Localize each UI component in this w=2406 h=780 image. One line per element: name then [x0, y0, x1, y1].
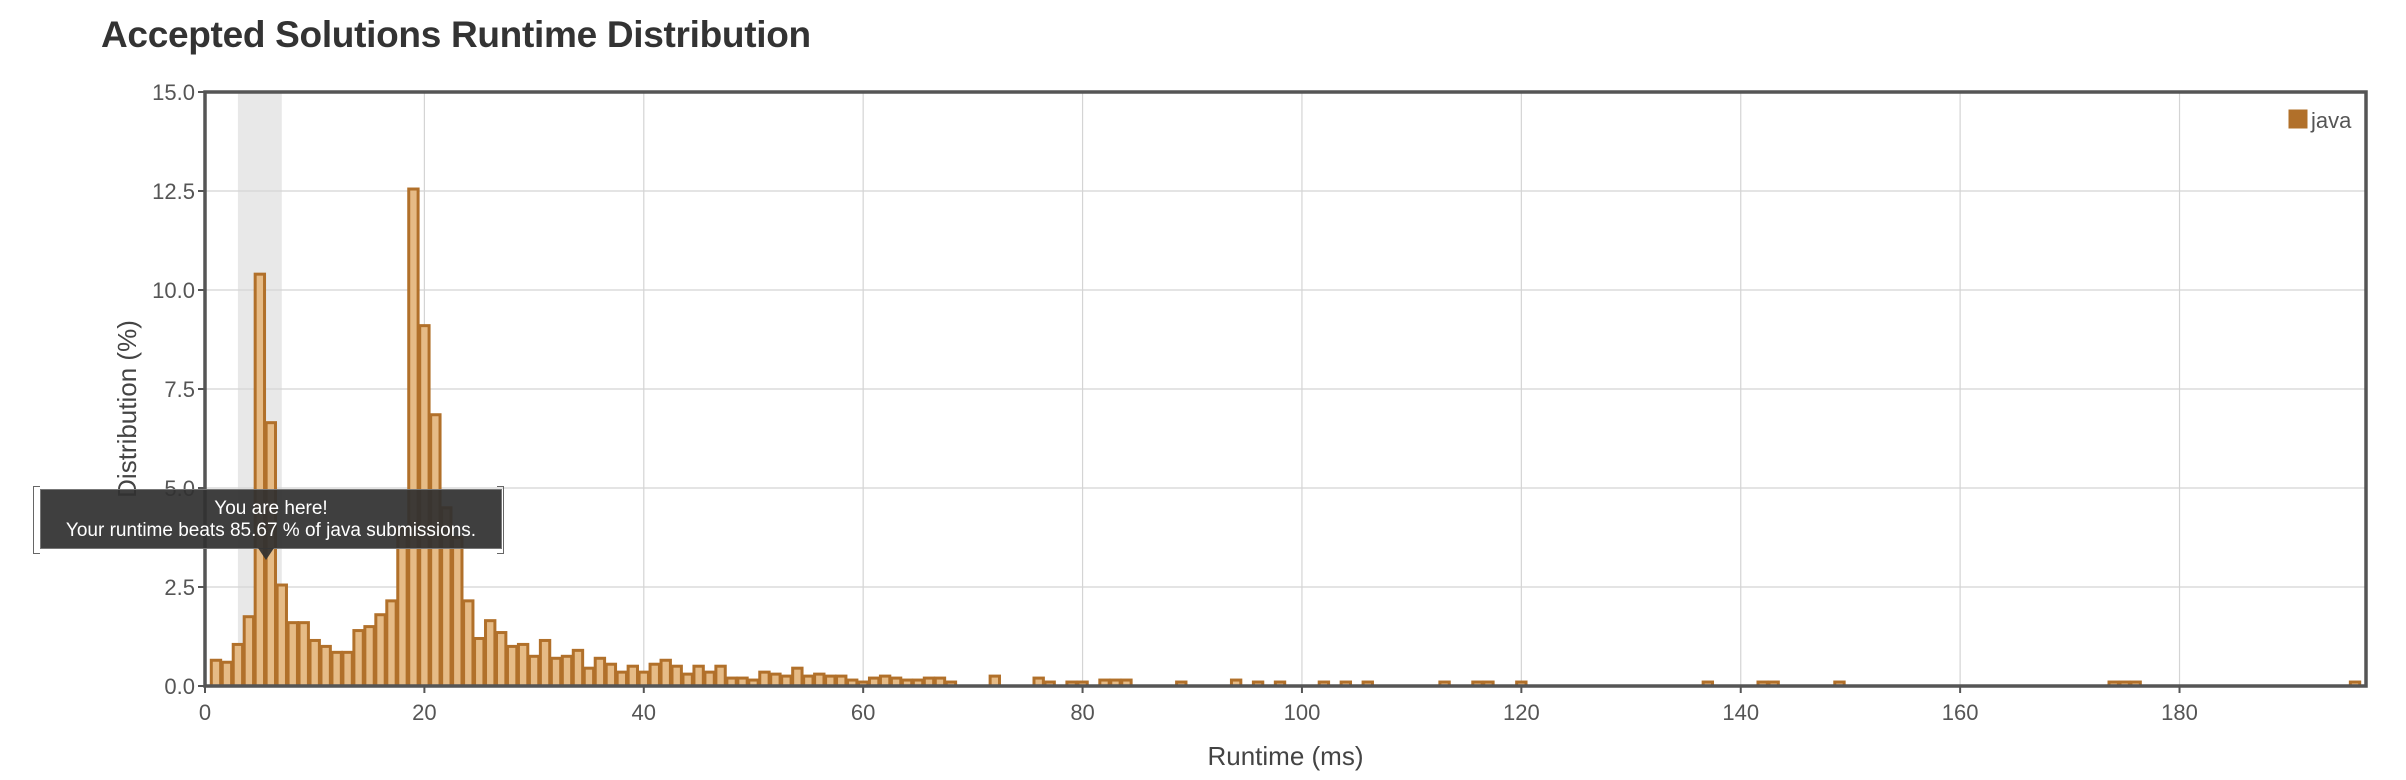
- legend-label-java: java: [2310, 108, 2352, 133]
- histogram-bar[interactable]: [538, 638, 552, 688]
- histogram-bar[interactable]: [330, 650, 343, 688]
- histogram-bar[interactable]: [462, 599, 475, 688]
- page-title: Accepted Solutions Runtime Distribution: [101, 14, 811, 55]
- histogram-bar[interactable]: [791, 666, 804, 688]
- histogram-bar[interactable]: [308, 638, 321, 688]
- grid-lines: [204, 91, 2366, 687]
- histogram-bar[interactable]: [813, 672, 826, 688]
- x-tick-label: 40: [632, 700, 656, 725]
- legend[interactable]: java: [2287, 108, 2352, 133]
- histogram-bar[interactable]: [593, 656, 607, 688]
- x-tick-label: 180: [2161, 700, 2198, 725]
- x-tick-label: 100: [1284, 700, 1321, 725]
- histogram-bar[interactable]: [209, 658, 223, 688]
- histogram-bar[interactable]: [429, 413, 442, 688]
- histogram-bar[interactable]: [703, 670, 716, 688]
- histogram-bar[interactable]: [604, 662, 618, 688]
- tooltip-bracket-left: [33, 486, 40, 554]
- histogram-bar[interactable]: [527, 654, 541, 688]
- histogram-bar[interactable]: [692, 664, 705, 688]
- y-axis-label: Distribution (%): [112, 320, 142, 498]
- histogram-bar[interactable]: [242, 615, 256, 688]
- histogram-bar[interactable]: [571, 648, 585, 688]
- y-tick-label: 15.0: [152, 80, 195, 105]
- histogram-bar[interactable]: [549, 656, 563, 688]
- x-tick-label: 120: [1503, 700, 1540, 725]
- x-axis-label: Runtime (ms): [1207, 741, 1363, 771]
- histogram-bar[interactable]: [451, 536, 464, 688]
- histogram-bar[interactable]: [363, 625, 376, 688]
- histogram-bar[interactable]: [681, 672, 694, 688]
- y-tick-label: 2.5: [164, 575, 195, 600]
- histogram-bar[interactable]: [494, 631, 508, 688]
- x-tick-label: 140: [1722, 700, 1759, 725]
- histogram-bar[interactable]: [374, 613, 387, 688]
- histogram-bar[interactable]: [297, 621, 310, 688]
- histogram-bar[interactable]: [231, 642, 245, 688]
- histogram-bar[interactable]: [758, 670, 771, 688]
- y-tick-label: 10.0: [152, 278, 195, 303]
- x-tick-label: 0: [199, 700, 211, 725]
- histogram-bar[interactable]: [659, 658, 672, 688]
- histogram-bar[interactable]: [352, 629, 365, 688]
- histogram-bar[interactable]: [648, 662, 661, 688]
- tooltip-bracket-right: [497, 486, 504, 554]
- histogram-bar[interactable]: [341, 650, 354, 688]
- you-are-here-tooltip: You are here! Your runtime beats 85.67 %…: [40, 489, 502, 560]
- histogram-bar[interactable]: [637, 670, 650, 688]
- x-tick-label: 20: [412, 700, 436, 725]
- histogram-bar[interactable]: [505, 644, 519, 688]
- histogram-bar[interactable]: [407, 187, 420, 688]
- x-tick-label: 160: [1942, 700, 1979, 725]
- legend-swatch-java: [2287, 108, 2309, 130]
- y-tick-label: 0.0: [164, 674, 195, 699]
- y-tick-label: 12.5: [152, 179, 195, 204]
- histogram-bar[interactable]: [516, 642, 530, 688]
- bars[interactable]: [209, 187, 2362, 688]
- y-axis-ticks: 0.02.55.07.510.012.515.0: [152, 80, 205, 699]
- histogram-bar[interactable]: [484, 619, 497, 688]
- histogram-bar[interactable]: [473, 636, 486, 688]
- histogram-bar[interactable]: [670, 664, 683, 688]
- histogram-bar[interactable]: [385, 599, 398, 688]
- histogram-bar[interactable]: [714, 664, 727, 688]
- tooltip-message: Your runtime beats 85.67 % of java submi…: [65, 520, 477, 541]
- y-tick-label: 7.5: [164, 377, 195, 402]
- histogram-bar[interactable]: [275, 583, 288, 688]
- x-tick-label: 60: [851, 700, 875, 725]
- histogram-bar[interactable]: [286, 621, 299, 688]
- histogram-bar[interactable]: [253, 272, 267, 688]
- x-axis-ticks: 0 20 40 60 80 100 120 140 160 180: [199, 686, 2198, 725]
- histogram-bar[interactable]: [560, 654, 574, 688]
- histogram-bar[interactable]: [769, 672, 782, 688]
- histogram-bar[interactable]: [615, 670, 629, 688]
- histogram-bar[interactable]: [626, 664, 639, 688]
- histogram-bar[interactable]: [319, 644, 332, 688]
- tooltip-title: You are here!: [214, 498, 328, 519]
- histogram-bar[interactable]: [582, 666, 596, 688]
- histogram-bar[interactable]: [220, 660, 234, 688]
- x-tick-label: 80: [1070, 700, 1094, 725]
- histogram-bar[interactable]: [396, 526, 409, 688]
